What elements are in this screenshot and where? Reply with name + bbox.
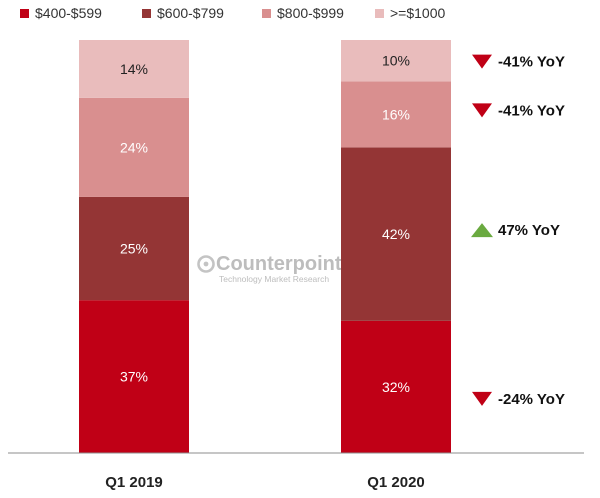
yoy-annotation-1000: -41% YoY bbox=[472, 54, 565, 71]
bar-segment-600-799 bbox=[341, 147, 451, 321]
counterpoint-watermark: Counterpoint Technology Market Research bbox=[197, 253, 342, 284]
bar-stacks: 37% 25% 24% 14% 32% 42% 16% 10% bbox=[79, 40, 451, 453]
legend-item-400-599: $400-$599 bbox=[20, 5, 102, 21]
bar-segment-800-999 bbox=[341, 81, 451, 148]
yoy-annotation-800-999: -41% YoY bbox=[472, 102, 565, 119]
data-label: 32% bbox=[382, 379, 410, 395]
data-label: 25% bbox=[120, 241, 148, 257]
yoy-label: -24% YoY bbox=[498, 391, 565, 408]
bar-segment-400-599 bbox=[79, 300, 189, 453]
yoy-label: -41% YoY bbox=[498, 102, 565, 119]
data-label: 14% bbox=[120, 61, 148, 77]
legend-swatch bbox=[142, 9, 151, 18]
bar-segment-1000 bbox=[79, 40, 189, 98]
bar-segment-800-999 bbox=[79, 97, 189, 197]
category-label: Q1 2020 bbox=[367, 474, 425, 491]
yoy-annotations: -24% YoY 47% YoY -41% YoY -41% YoY bbox=[471, 54, 565, 408]
legend-item-800-999: $800-$999 bbox=[262, 5, 344, 21]
down-arrow-icon bbox=[472, 103, 492, 118]
data-label: 16% bbox=[382, 106, 410, 122]
yoy-label: -41% YoY bbox=[498, 54, 565, 71]
down-arrow-icon bbox=[472, 54, 492, 69]
legend-label: $600-$799 bbox=[157, 5, 224, 21]
chart-legend: $400-$599 $600-$799 $800-$999 >=$1000 bbox=[20, 5, 445, 21]
bar-segment-600-799 bbox=[79, 196, 189, 301]
data-label: 42% bbox=[382, 226, 410, 242]
legend-item-1000: >=$1000 bbox=[375, 5, 445, 21]
legend-swatch bbox=[375, 9, 384, 18]
data-label: 10% bbox=[382, 53, 410, 69]
category-labels: Q1 2019 Q1 2020 bbox=[105, 474, 425, 491]
legend-label: $400-$599 bbox=[35, 5, 102, 21]
category-label: Q1 2019 bbox=[105, 474, 163, 491]
bar-stack-q1-2019: 37% 25% 24% 14% bbox=[79, 40, 189, 453]
legend-item-600-799: $600-$799 bbox=[142, 5, 224, 21]
bar-segment-400-599 bbox=[341, 320, 451, 453]
data-label: 24% bbox=[120, 139, 148, 155]
up-arrow-icon bbox=[471, 223, 493, 238]
yoy-annotation-400-599: -24% YoY bbox=[472, 391, 565, 408]
legend-swatch bbox=[262, 9, 271, 18]
bar-stack-q1-2020: 32% 42% 16% 10% bbox=[341, 40, 451, 453]
legend-label: >=$1000 bbox=[390, 5, 445, 21]
data-label: 37% bbox=[120, 369, 148, 385]
legend-swatch bbox=[20, 9, 29, 18]
yoy-label: 47% YoY bbox=[498, 222, 560, 239]
down-arrow-icon bbox=[472, 391, 492, 406]
counterpoint-logo-icon bbox=[197, 255, 215, 273]
watermark-subtitle: Technology Market Research bbox=[219, 274, 329, 284]
yoy-annotation-600-799: 47% YoY bbox=[471, 222, 560, 239]
bar-segment-1000 bbox=[341, 40, 451, 82]
watermark-title: Counterpoint bbox=[216, 253, 342, 275]
legend-label: $800-$999 bbox=[277, 5, 344, 21]
